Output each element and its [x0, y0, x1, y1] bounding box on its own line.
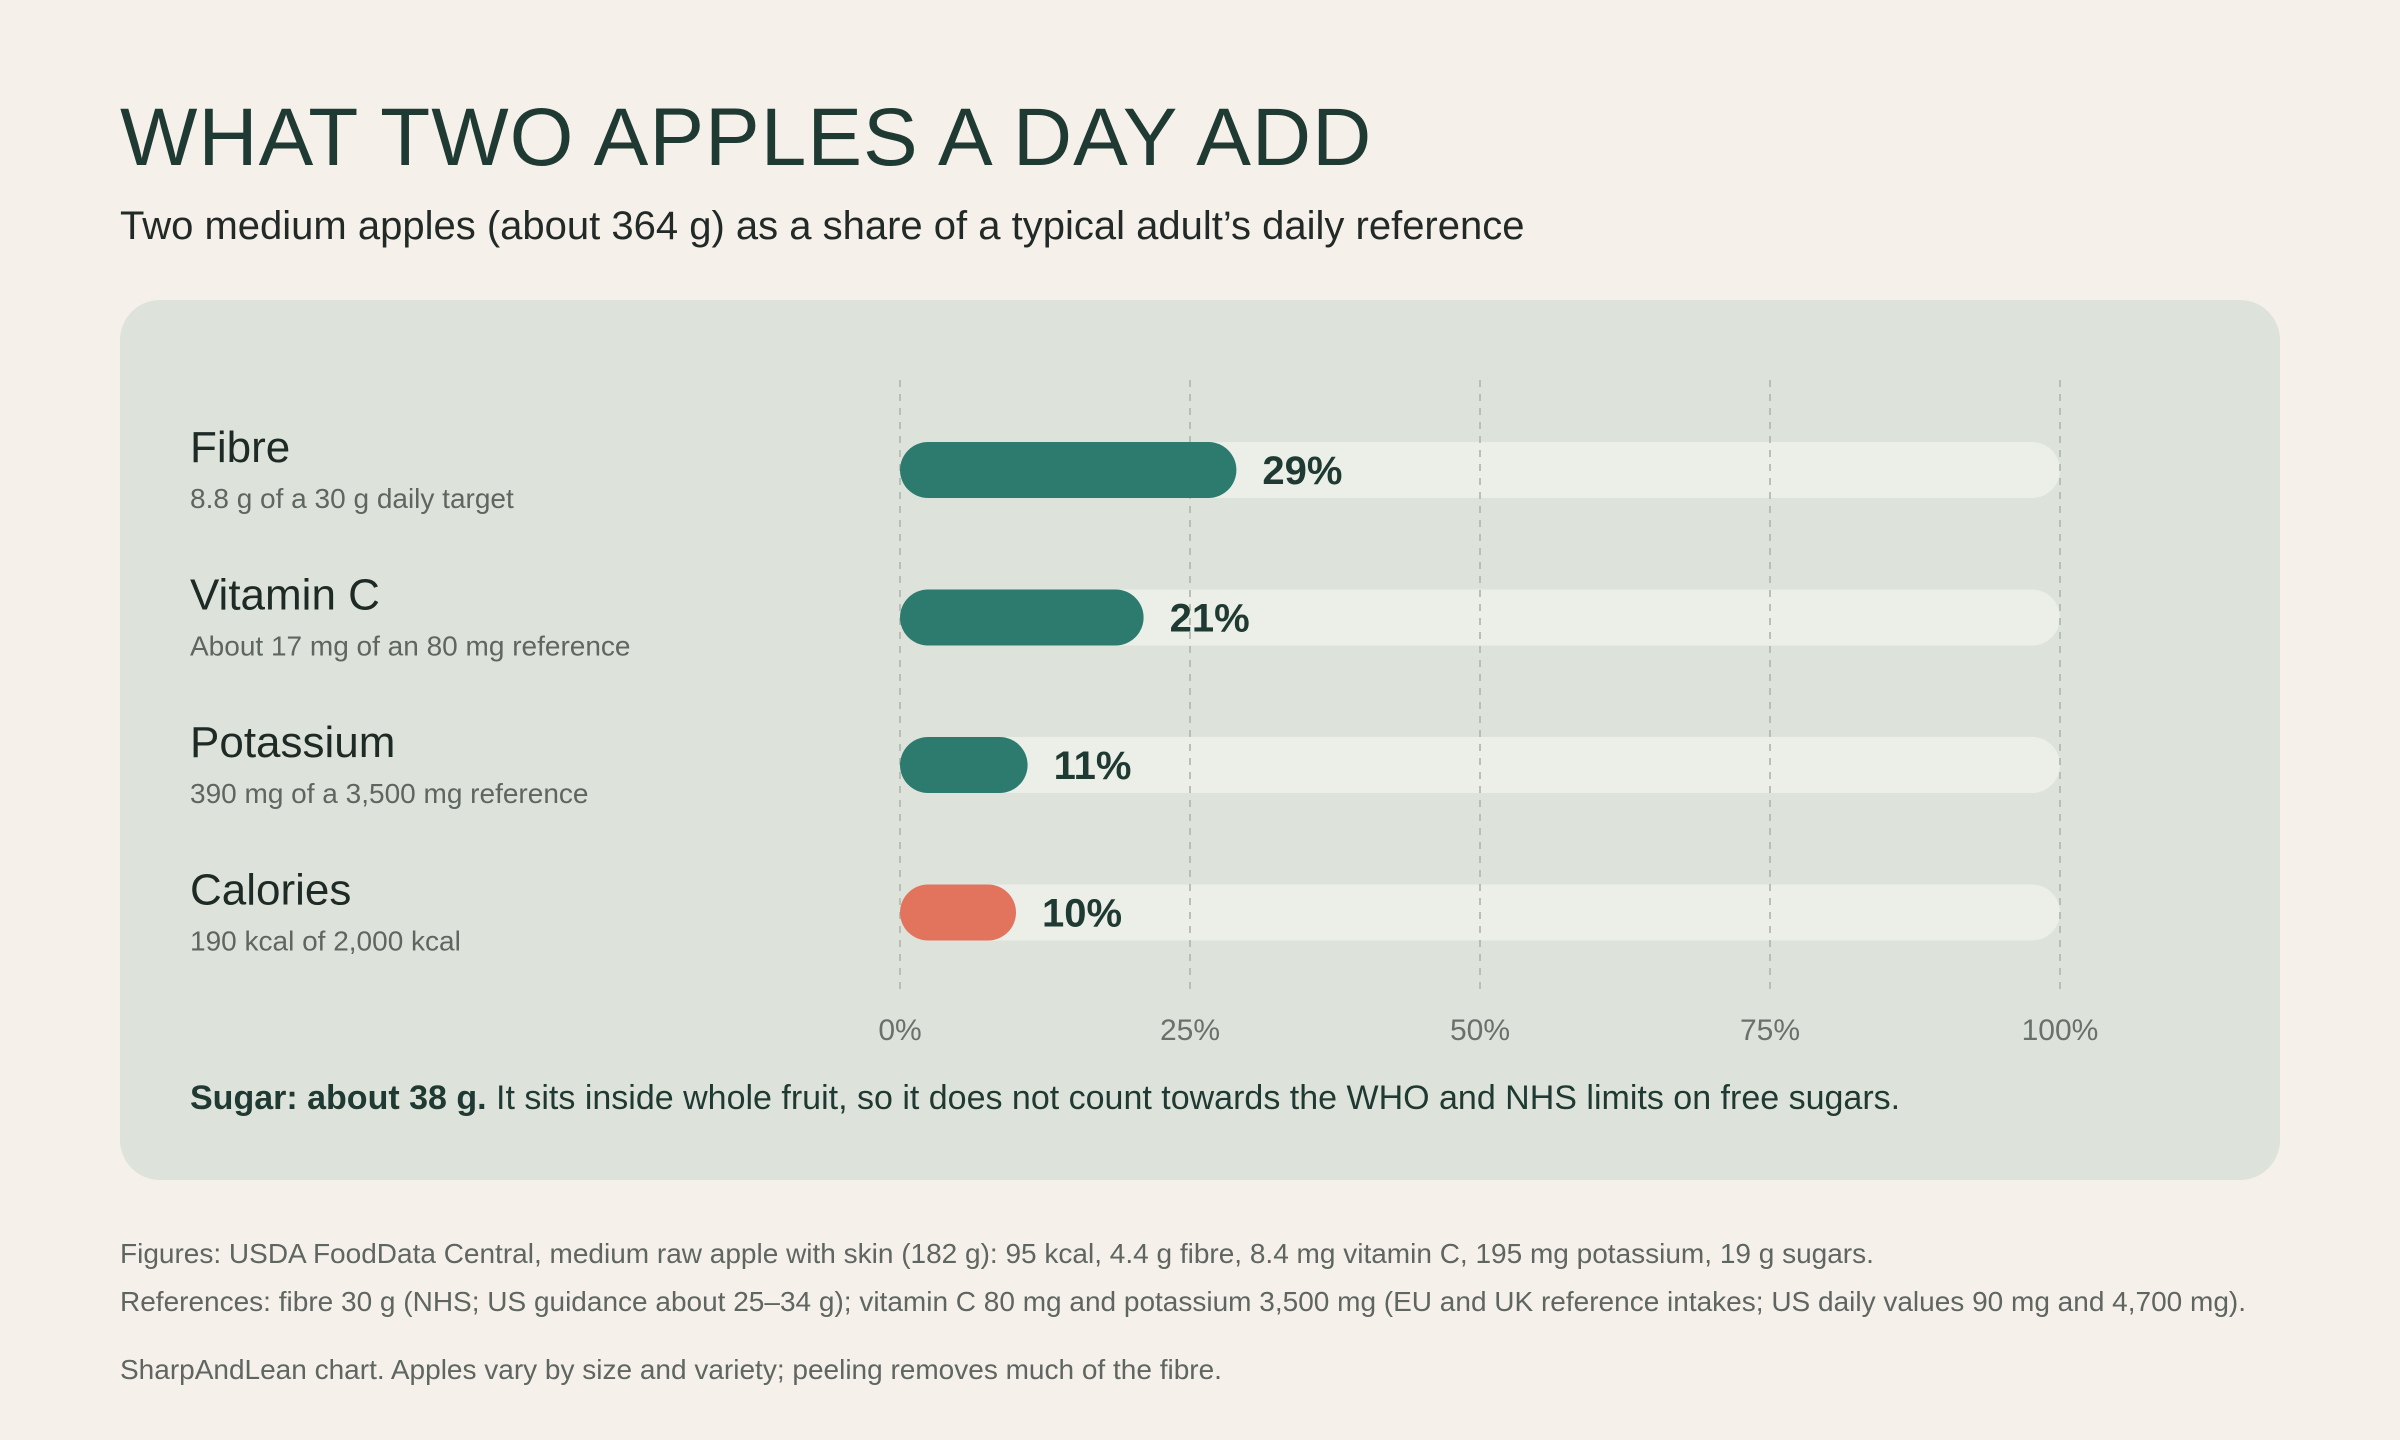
category-label: Fibre	[190, 423, 290, 472]
category-sublabel: 390 mg of a 3,500 mg reference	[190, 778, 588, 809]
bar	[900, 442, 1237, 498]
bar	[900, 737, 1028, 793]
tick-label: 75%	[1740, 1014, 1800, 1047]
sugar-note-bold: Sugar: about 38 g.	[190, 1079, 487, 1117]
category-sublabel: 8.8 g of a 30 g daily target	[190, 483, 514, 514]
footnote-credit: SharpAndLean chart. Apples vary by size …	[120, 1354, 1222, 1385]
bar	[900, 589, 1144, 646]
tick-label: 100%	[2022, 1014, 2099, 1047]
bar-chart: 29% Fibre 8.8 g of a 30 g daily target 21% V…	[190, 380, 2099, 1047]
bar	[900, 884, 1016, 941]
bar-track	[900, 589, 2060, 646]
category-label: Calories	[190, 866, 351, 915]
value-label: 11%	[1054, 744, 1132, 788]
tick-label: 25%	[1160, 1014, 1220, 1047]
value-label: 10%	[1042, 892, 1122, 936]
page-title: WHAT TWO APPLES A DAY ADD	[120, 92, 1373, 183]
tick-label: 50%	[1450, 1014, 1510, 1047]
category-sublabel: 190 kcal of 2,000 kcal	[190, 926, 461, 957]
footnote-references: References: fibre 30 g (NHS; US guidance…	[120, 1286, 2247, 1317]
sugar-note: Sugar: about 38 g. It sits inside whole …	[190, 1076, 1900, 1120]
tick-label: 0%	[878, 1014, 921, 1047]
page-subtitle: Two medium apples (about 364 g) as a sha…	[120, 204, 1525, 248]
category-label: Potassium	[190, 718, 395, 767]
category-sublabel: About 17 mg of an 80 mg reference	[190, 631, 631, 662]
value-label: 21%	[1170, 597, 1250, 641]
category-label: Vitamin C	[190, 571, 380, 620]
sugar-note-text: It sits inside whole fruit, so it does n…	[486, 1079, 1901, 1117]
footnote-figures: Figures: USDA FoodData Central, medium r…	[120, 1238, 1874, 1269]
value-label: 29%	[1262, 449, 1342, 493]
